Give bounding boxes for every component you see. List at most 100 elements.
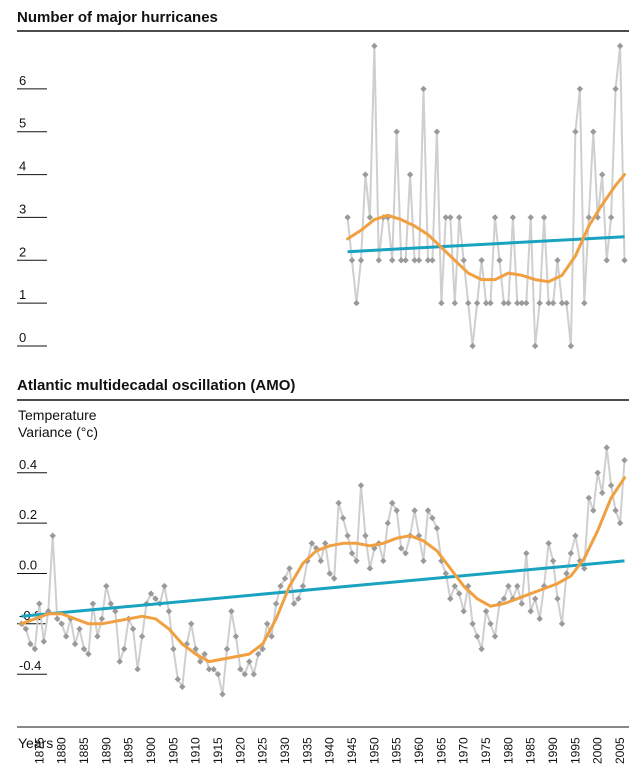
data-point (559, 621, 565, 627)
x-tick-label: 1965 (434, 737, 448, 764)
x-tick-label: 2005 (613, 737, 627, 764)
data-point (233, 633, 239, 639)
x-tick-label: 1930 (278, 737, 292, 764)
data-point (103, 583, 109, 589)
amo-plot (18, 444, 627, 697)
data-point (72, 641, 78, 647)
data-point (452, 300, 458, 306)
y-tick-label: 2 (19, 244, 26, 259)
data-point (41, 638, 47, 644)
data-point (362, 171, 368, 177)
data-point (228, 608, 234, 615)
data-point (344, 214, 350, 220)
data-point (394, 129, 400, 135)
data-point (599, 490, 605, 496)
data-point (76, 626, 82, 632)
data-point (456, 214, 462, 220)
data-point (161, 583, 167, 589)
data-point (550, 558, 556, 564)
data-point (532, 343, 538, 349)
data-point (621, 457, 627, 463)
data-point (335, 500, 341, 506)
data-point (376, 257, 382, 263)
data-point (568, 550, 574, 556)
data-point (563, 300, 569, 306)
data-point (420, 558, 426, 564)
data-point (434, 525, 440, 531)
data-point (568, 343, 574, 349)
data-point (371, 43, 377, 49)
data-point (577, 86, 583, 92)
x-tick-label: 1905 (166, 737, 180, 764)
data-point (264, 621, 270, 627)
hurricanes-title: Number of major hurricanes (17, 9, 218, 26)
data-point (380, 558, 386, 564)
y-tick-label: 3 (19, 201, 26, 216)
data-point (492, 633, 498, 639)
data-point (286, 565, 292, 571)
data-point (617, 520, 623, 526)
data-point (572, 533, 578, 539)
data-point (50, 533, 56, 539)
amo-x-axis: 1875 1880 1885 1890 1895 1900 1905 1910 1915 1920… (32, 737, 627, 764)
amo-y-axis-label: Temperature Variance (°c) (18, 407, 98, 440)
x-tick-label: 1895 (122, 737, 136, 764)
y-tick-label: 1 (19, 287, 26, 302)
hurricanes-y-axis: 0 1 2 3 4 5 6 (17, 73, 47, 346)
data-point (505, 583, 511, 589)
data-point (599, 171, 605, 177)
data-point (447, 596, 453, 602)
data-point (36, 601, 42, 607)
data-point (273, 601, 279, 607)
data-point (554, 257, 560, 263)
data-point (510, 214, 516, 220)
data-point (139, 633, 145, 639)
x-tick-label: 1880 (55, 737, 69, 764)
data-point (447, 214, 453, 220)
data-point (420, 86, 426, 92)
x-tick-label: 1990 (546, 737, 560, 764)
x-tick-label: 1950 (367, 737, 381, 764)
data-point (514, 583, 520, 589)
x-tick-label: 1910 (189, 737, 203, 764)
data-point (608, 482, 614, 488)
data-point (362, 533, 368, 539)
x-tick-label: 1875 (32, 737, 46, 764)
x-tick-label: 1945 (345, 737, 359, 764)
data-point (389, 257, 395, 263)
trend-line (22, 561, 625, 616)
data-point (358, 482, 364, 488)
data-point (487, 621, 493, 627)
data-point (554, 596, 560, 602)
data-point (487, 300, 493, 306)
data-point (537, 300, 543, 306)
x-tick-label: 1925 (256, 737, 270, 764)
x-tick-label: 1890 (99, 737, 113, 764)
data-point (617, 43, 623, 49)
data-point (385, 520, 391, 526)
data-point (545, 540, 551, 546)
x-tick-label: 1885 (77, 737, 91, 764)
data-point (353, 300, 359, 306)
data-point (469, 621, 475, 627)
y-tick-label: 6 (19, 73, 26, 88)
data-point (474, 300, 480, 306)
data-point (474, 633, 480, 639)
data-point (461, 257, 467, 263)
data-point (416, 257, 422, 263)
data-point (604, 257, 610, 263)
data-point (121, 646, 127, 652)
data-point (94, 633, 100, 639)
data-point (130, 626, 136, 632)
data-point (492, 214, 498, 220)
x-tick-label: 1900 (144, 737, 158, 764)
x-tick-label: 1975 (479, 737, 493, 764)
y-tick-label: -0.4 (19, 658, 41, 673)
data-point (604, 444, 610, 450)
data-point (483, 608, 489, 615)
data-point (537, 616, 543, 622)
data-point (349, 257, 355, 263)
data-point (528, 214, 534, 220)
data-point (541, 214, 547, 220)
x-tick-label: 1915 (211, 737, 225, 764)
